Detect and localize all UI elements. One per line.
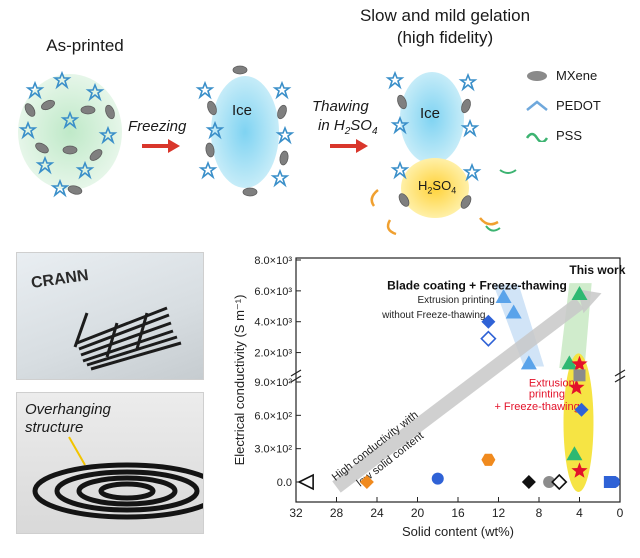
freezing-label: Freezing <box>128 118 187 135</box>
chart-panel <box>228 248 626 554</box>
printed-grid-icon <box>73 306 182 371</box>
data-point-triangle <box>566 446 583 461</box>
data-point-triangle <box>561 355 578 370</box>
x-axis-label: Solid content (wt%) <box>402 524 514 539</box>
legend-pedot: PEDOT <box>526 98 601 113</box>
data-point-triangle <box>495 289 512 304</box>
data-point-diamond-open <box>480 330 497 347</box>
overhang-label-line1: Overhanging <box>25 401 111 418</box>
x-tick-label: 12 <box>492 506 506 520</box>
data-point-diamond <box>359 475 374 489</box>
x-tick-label: 28 <box>330 506 344 520</box>
printed-grid-photo: CRANN <box>16 252 204 380</box>
thawing-label-line2: in H2SO4 <box>318 117 378 137</box>
data-point-circle <box>431 472 444 485</box>
data-point-circle <box>607 476 620 488</box>
y-tick-label-lower: 3.0×10² <box>254 444 292 456</box>
gelated-structure <box>370 72 517 236</box>
data-point-diamond <box>481 314 496 329</box>
x-tick-label: 4 <box>576 506 583 520</box>
data-point-star <box>571 355 588 372</box>
pedot-chain-icon <box>526 99 548 111</box>
ice-label-gelated: Ice <box>420 105 441 122</box>
y-tick-label-lower: 9.0×10² <box>254 377 292 389</box>
as-printed-title: As-printed <box>46 36 124 55</box>
acid-label: H2SO4 <box>418 178 457 196</box>
y-axis-break-left <box>290 369 302 383</box>
pss-chain-icon <box>526 132 548 142</box>
annotation-extrusion-ft-line3: + Freeze-thawing <box>494 401 579 413</box>
data-point-circle <box>543 476 556 488</box>
overhang-label-line2: structure <box>25 419 84 436</box>
conductivity-chart: 2.0×10³ 4.0×10³ 6.0×10³ 8.0×10³ 0.0 3.0×10² 6.… <box>232 255 626 539</box>
data-point-triangle-left-open <box>297 473 314 491</box>
data-point-triangle <box>571 285 588 300</box>
overhang-photo: Overhanging structure <box>16 392 204 534</box>
annotation-extrusion-ft-line1: Extrusion <box>529 377 575 389</box>
y-tick-label-upper: 8.0×10³ <box>254 255 292 267</box>
data-point-diamond <box>521 475 536 489</box>
data-point-star <box>571 462 588 478</box>
data-point-triangle <box>505 304 522 319</box>
spiral-structure-icon <box>32 436 203 520</box>
gelation-title-line2: (high fidelity) <box>396 28 494 47</box>
y-tick-label-lower: 0.0 <box>277 477 292 489</box>
annotation-extrusion-ft-line2: printing <box>529 389 565 401</box>
y-tick-label-lower: 6.0×10² <box>254 410 292 422</box>
data-point-star <box>568 379 585 395</box>
gelation-title-line1: Slow and mild gelation <box>359 6 531 25</box>
frozen-gel <box>197 65 293 197</box>
data-point-diamond-open <box>551 473 568 491</box>
as-printed-gel <box>18 72 122 197</box>
process-schematic <box>18 65 517 236</box>
annotation-this-work: This work <box>569 263 625 277</box>
thawing-label-line1: Thawing <box>312 98 369 115</box>
data-point-square <box>573 369 586 382</box>
annotation-extrusion-no-ft-line2: without Freeze-thawing <box>381 310 485 321</box>
data-point-triangle <box>520 355 537 370</box>
y-tick-label-upper: 2.0×10³ <box>254 348 292 360</box>
mxene-flake-icon <box>527 70 547 81</box>
y-tick-label-upper: 4.0×10³ <box>254 317 292 329</box>
annotation-blade-coating: Blade coating + Freeze-thawing <box>387 278 567 292</box>
x-tick-label: 32 <box>289 506 303 520</box>
y-tick-label-upper: 6.0×10³ <box>254 286 292 298</box>
ice-label-frozen: Ice <box>232 102 253 119</box>
y-axis-label: Electrical conductivity (S m⁻¹) <box>232 295 247 466</box>
x-tick-label: 20 <box>411 506 425 520</box>
y-axis-break-right <box>614 369 626 383</box>
trend-arrow-shaft <box>332 297 584 493</box>
legend-mxene: MXene <box>526 68 597 83</box>
x-tick-label: 8 <box>536 506 543 520</box>
x-tick-label: 0 <box>617 506 624 520</box>
annotation-extrusion-no-ft-line1: Extrusion printing <box>418 295 495 306</box>
x-tick-label: 24 <box>370 506 384 520</box>
legend-pss: PSS <box>526 128 582 143</box>
data-point-hexagon <box>481 453 496 466</box>
data-point-diamond <box>574 402 589 417</box>
x-tick-label: 16 <box>451 506 465 520</box>
